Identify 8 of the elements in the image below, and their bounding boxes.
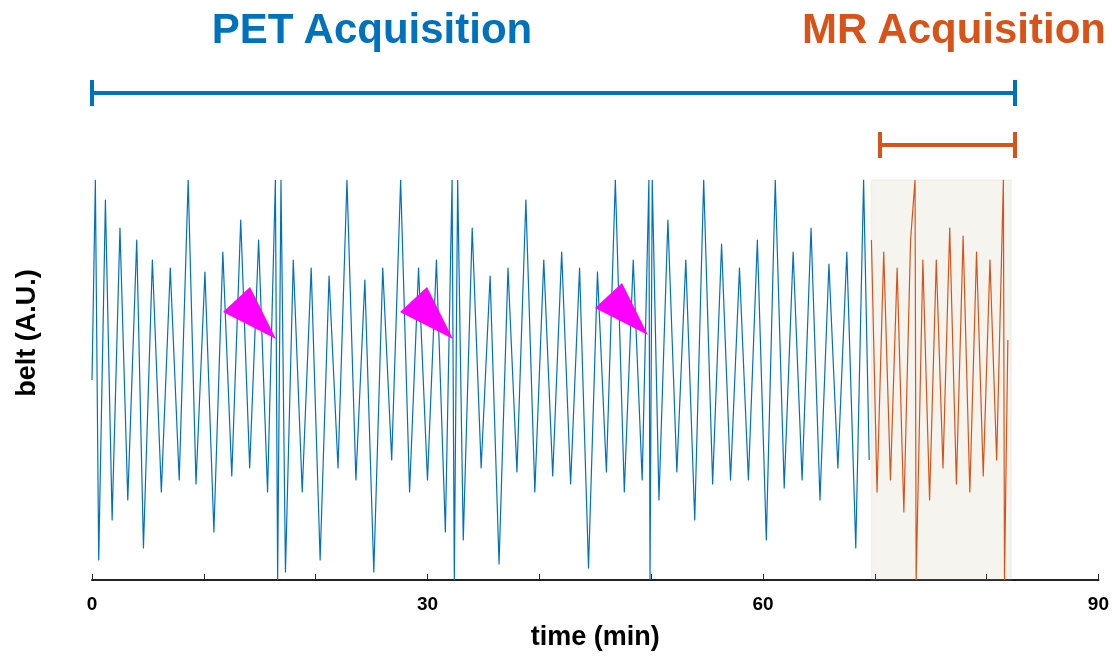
- text: MR Acquisition: [801, 4, 1106, 52]
- x-tick-label: 90: [1087, 593, 1109, 614]
- x-tick-label: 30: [416, 593, 439, 614]
- y-axis-title: belt (A.U.): [10, 269, 41, 397]
- x-axis-title: time (min): [530, 620, 660, 651]
- x-tick-label: 0: [86, 593, 98, 614]
- text: PET Acquisition: [211, 4, 533, 52]
- x-tick-label: 60: [752, 593, 774, 614]
